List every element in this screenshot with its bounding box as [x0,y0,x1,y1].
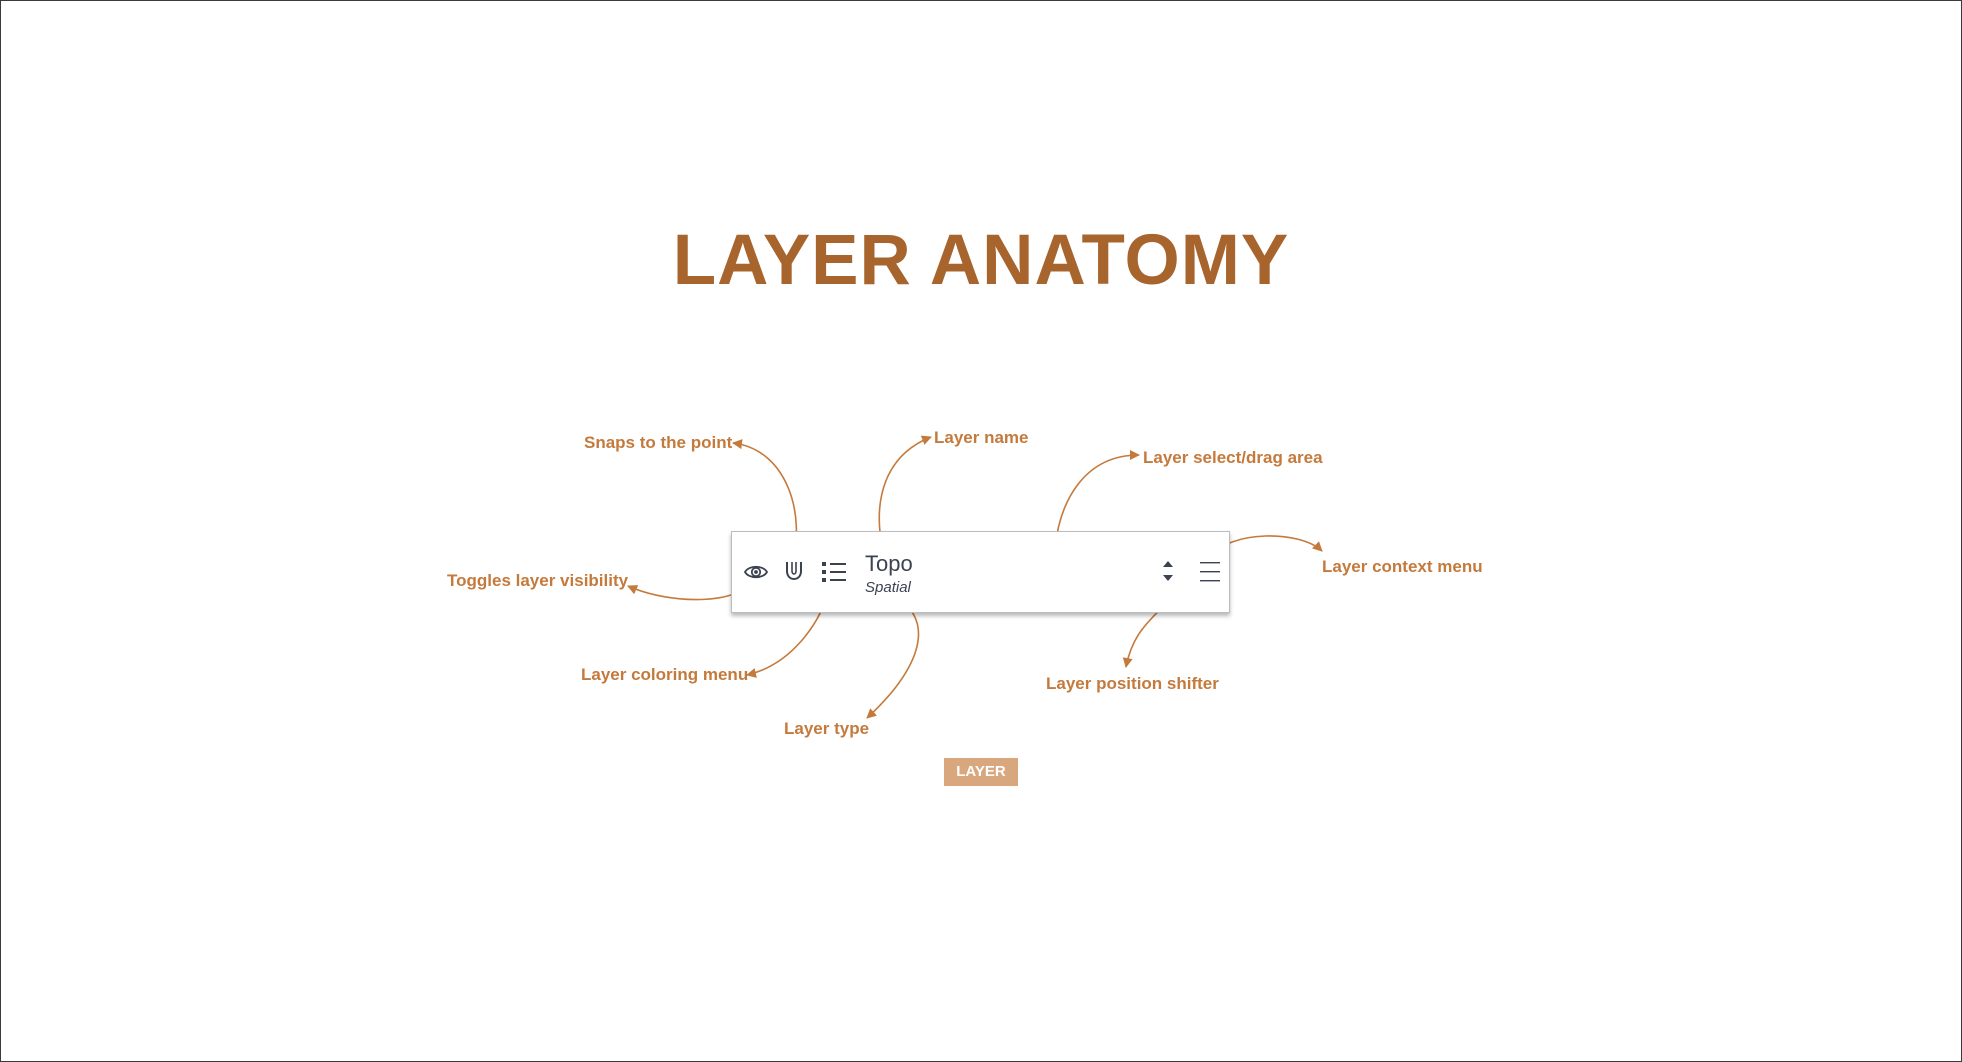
magnet-icon[interactable] [783,560,805,582]
callout-select-drag: Layer select/drag area [1143,448,1323,467]
hamburger-menu-icon[interactable] [1198,558,1222,586]
callout-position-shifter: Layer position shifter [1046,674,1219,693]
callout-layer-type: Layer type [784,719,870,738]
up-down-arrows-icon[interactable] [1161,559,1175,585]
callout-context-menu: Layer context menu [1322,557,1483,576]
callout-coloring-menu: Layer coloring menu [581,665,749,684]
page-title: LAYER ANATOMY [672,221,1290,300]
arrow-layer-type [866,597,920,719]
list-icon[interactable] [821,561,847,583]
callout-layer-name: Layer name [934,428,1029,447]
layer-tag: LAYER [944,758,1018,786]
callout-visibility: Toggles layer visibility [447,571,629,590]
eye-icon[interactable] [743,562,769,582]
callout-snaps: Snaps to the point [584,433,733,452]
layer-row[interactable]: Topo Spatial [731,531,1230,613]
layer-type: Spatial [865,579,911,596]
layer-name[interactable]: Topo [865,551,913,576]
